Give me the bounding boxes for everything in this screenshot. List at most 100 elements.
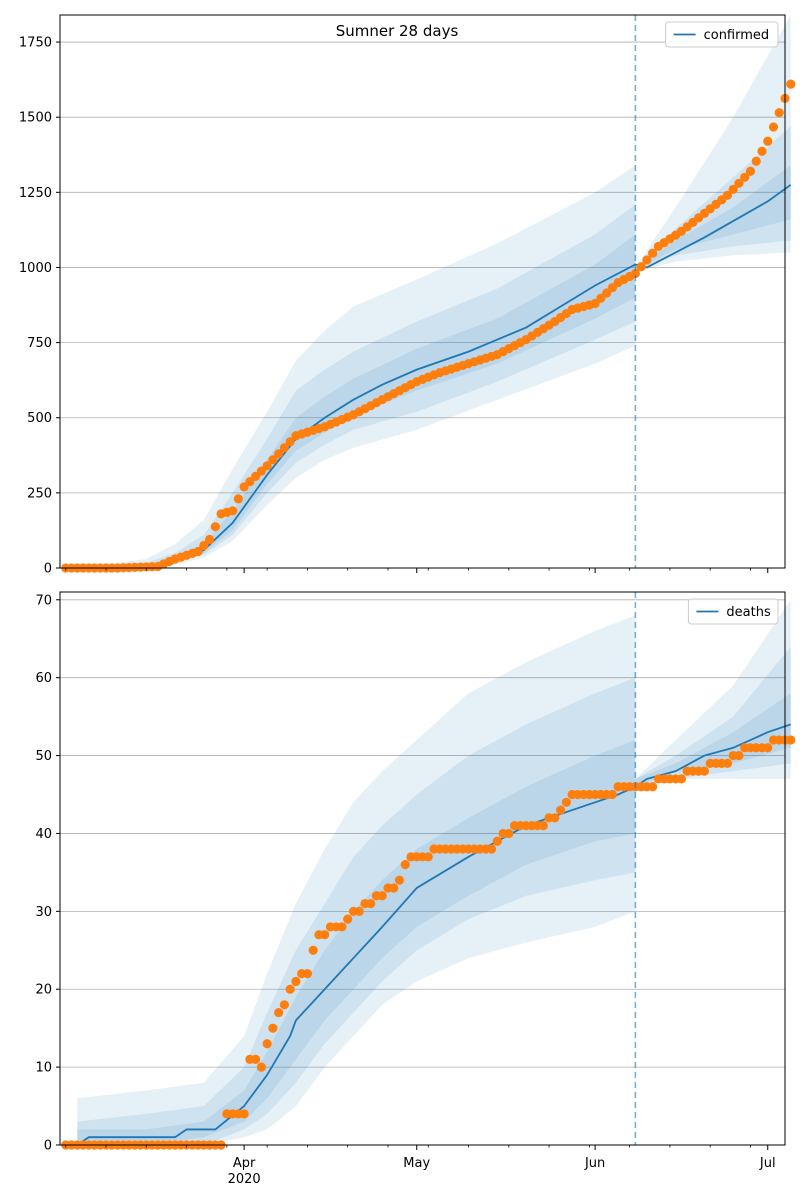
x-tick-label: May xyxy=(403,1156,430,1171)
observed-point xyxy=(555,805,566,815)
x-tick-label: Apr xyxy=(233,1156,256,1171)
y-tick-label: 20 xyxy=(35,983,52,998)
observed-point xyxy=(239,1109,249,1119)
observed-point xyxy=(228,506,238,516)
observed-point xyxy=(394,875,405,885)
observed-point xyxy=(377,891,387,901)
observed-point xyxy=(550,813,560,823)
observed-point xyxy=(262,1039,272,1049)
legend-box xyxy=(665,21,779,48)
observed-point xyxy=(268,1023,278,1033)
uncertainty-band xyxy=(77,234,636,569)
observed-point xyxy=(302,969,313,979)
observed-point xyxy=(268,455,278,465)
y-tick-label: 1750 xyxy=(19,36,52,51)
observed-point xyxy=(389,883,399,893)
observed-point xyxy=(400,860,410,870)
y-tick-label: 500 xyxy=(27,411,52,426)
observed-point xyxy=(538,821,548,831)
observed-point xyxy=(786,79,796,89)
y-tick-label: 1500 xyxy=(19,111,52,126)
observed-point xyxy=(210,522,220,532)
deaths-panel: 0 10 20 30 40 50 60 70 Apr May Jun Jul 2020 deaths xyxy=(35,591,796,1187)
observed-point xyxy=(786,735,796,745)
uncertainty-band xyxy=(635,165,791,270)
y-tick-label: 750 xyxy=(27,336,52,351)
observed-point xyxy=(763,136,773,146)
observed-point xyxy=(279,443,290,453)
y-tick-label: 60 xyxy=(35,671,52,686)
observed-point xyxy=(233,494,243,504)
legend-label: confirmed xyxy=(704,28,770,43)
observed-point xyxy=(354,906,364,916)
uncertainty-band xyxy=(77,204,636,568)
observed-point xyxy=(492,836,502,846)
y-tick-label: 40 xyxy=(35,827,52,842)
x-year-label: 2020 xyxy=(228,1172,261,1187)
observed-point xyxy=(648,248,658,258)
observed-point xyxy=(740,172,750,182)
observed-point xyxy=(734,750,744,761)
observed-point xyxy=(199,540,209,551)
y-tick-label: 10 xyxy=(35,1061,52,1076)
observed-point xyxy=(722,190,733,200)
plot-frame xyxy=(59,14,786,569)
observed-point xyxy=(757,146,767,156)
y-tick-label: 70 xyxy=(35,593,52,608)
observed-point xyxy=(274,1007,284,1018)
y-tick-label: 1250 xyxy=(19,186,52,201)
observed-point xyxy=(291,976,301,987)
y-tick-label: 250 xyxy=(27,486,52,501)
observed-point xyxy=(205,534,215,545)
y-tick-label: 1000 xyxy=(19,261,52,276)
fitted-line xyxy=(76,723,792,1146)
observed-point xyxy=(486,844,497,854)
observed-point xyxy=(561,797,571,807)
observed-point xyxy=(308,945,318,955)
observed-point xyxy=(636,262,646,272)
observed-point xyxy=(504,828,514,839)
observed-point xyxy=(285,437,295,447)
observed-point xyxy=(251,1054,261,1064)
uncertainty-band xyxy=(635,15,791,272)
x-tick-label: Jun xyxy=(584,1156,605,1171)
observed-point xyxy=(734,178,744,188)
observed-point xyxy=(285,984,295,994)
observed-point xyxy=(343,914,353,924)
observed-point xyxy=(423,852,433,862)
observed-point xyxy=(262,461,272,471)
observed-point xyxy=(676,774,687,784)
observed-point xyxy=(366,898,376,909)
uncertainty-band xyxy=(77,615,636,1145)
legend-label: deaths xyxy=(726,605,771,620)
uncertainty-band xyxy=(77,165,636,569)
observed-point xyxy=(768,122,779,132)
observed-point xyxy=(751,156,761,166)
observed-point xyxy=(642,255,652,265)
observed-point xyxy=(722,758,733,768)
figure-title: Sumner 28 days xyxy=(336,22,459,40)
observed-point xyxy=(699,766,710,776)
observed-point xyxy=(337,922,347,932)
observed-point xyxy=(630,268,640,279)
observed-point xyxy=(320,930,330,940)
y-tick-label: 30 xyxy=(35,905,52,920)
y-tick-label: 50 xyxy=(35,749,52,764)
observed-point xyxy=(745,166,756,176)
observed-point xyxy=(648,782,658,792)
plot-frame xyxy=(59,591,786,1146)
observed-point xyxy=(274,449,284,459)
x-tick-label: Jul xyxy=(759,1156,776,1171)
observed-point xyxy=(193,546,203,557)
observed-point xyxy=(607,789,617,800)
observed-point xyxy=(256,1062,266,1072)
observed-point xyxy=(774,108,784,118)
observed-point xyxy=(763,743,773,753)
y-tick-label: 0 xyxy=(44,562,52,577)
legend-box xyxy=(687,598,779,625)
confirmed-panel: 0 250 500 750 1000 1250 1500 1750 confirmed xyxy=(19,14,796,577)
observed-point xyxy=(728,184,738,194)
observed-point xyxy=(279,1000,290,1010)
y-tick-label: 0 xyxy=(44,1139,52,1154)
